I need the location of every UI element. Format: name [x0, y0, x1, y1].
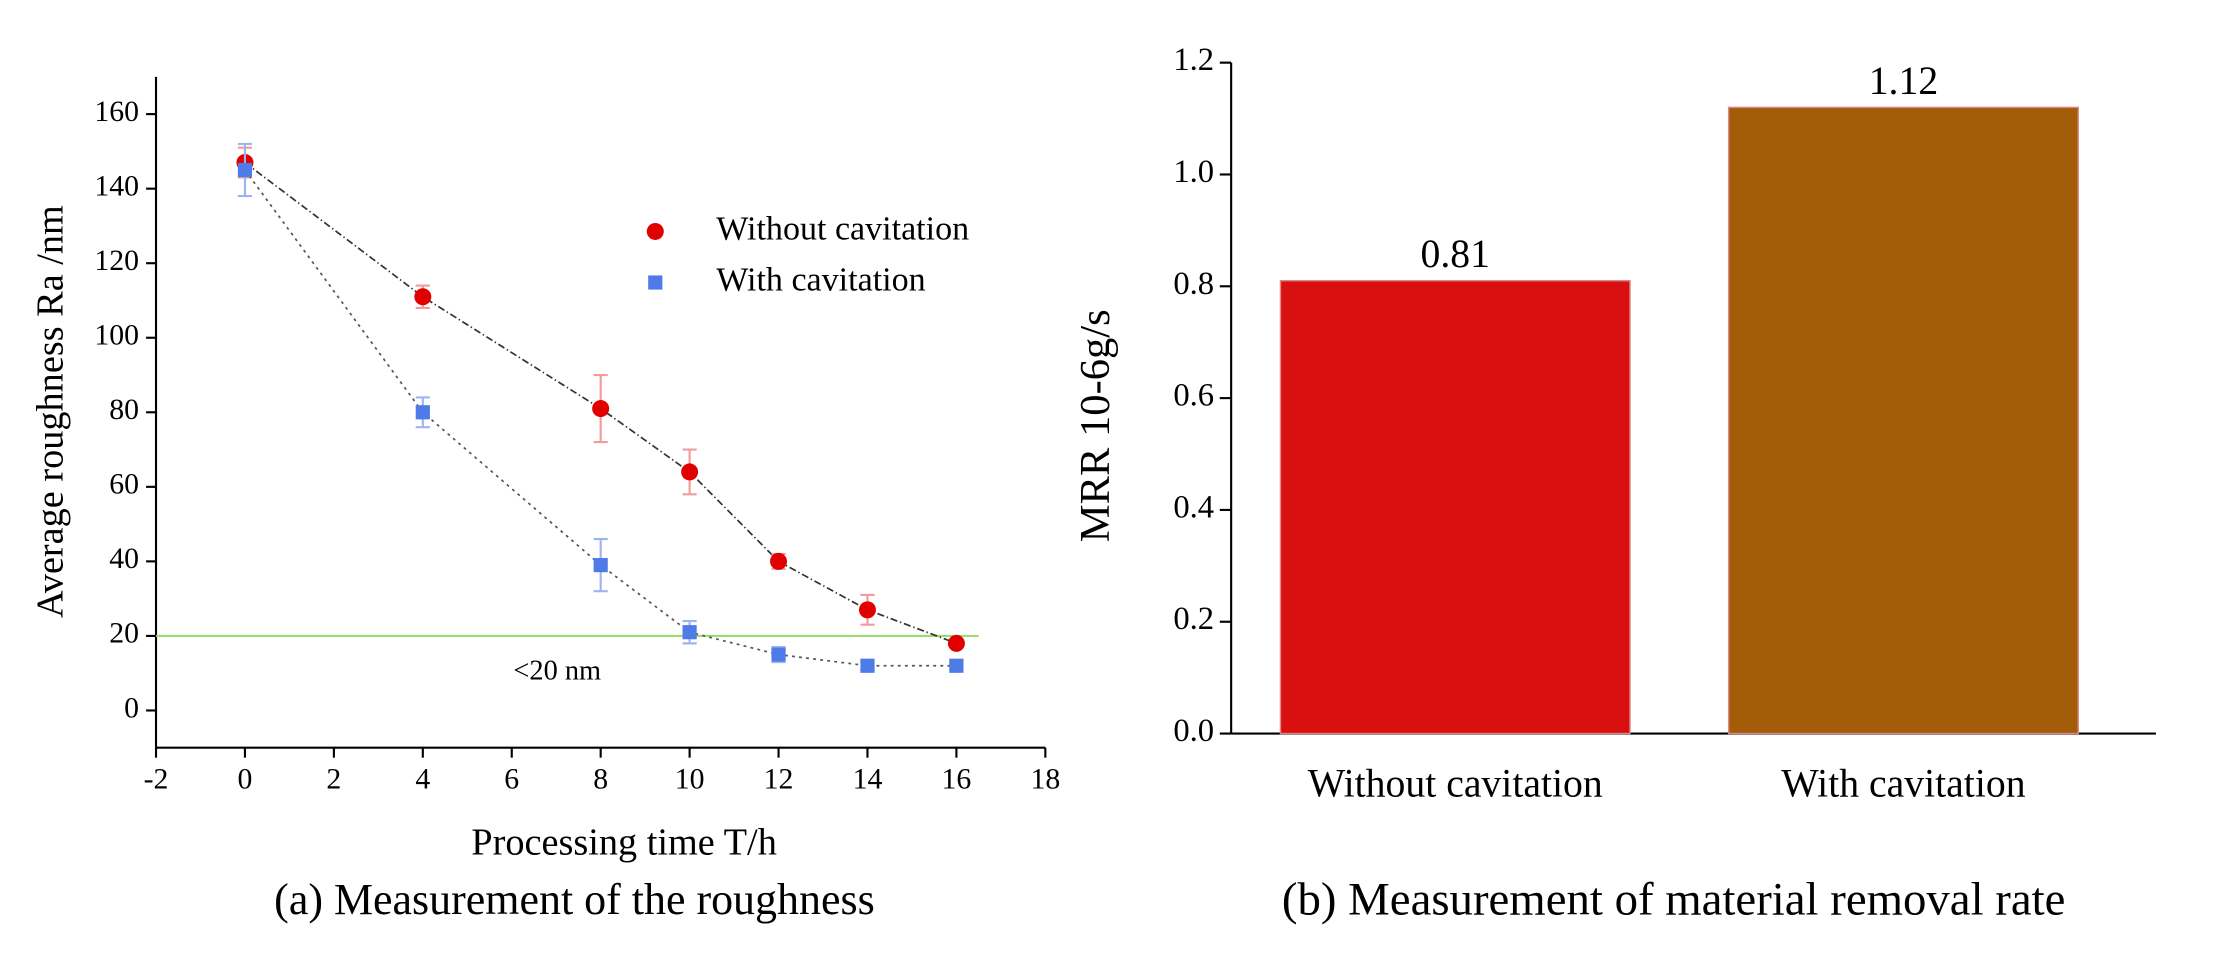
- y-tick-label: 1.2: [1173, 42, 1214, 78]
- x-tick-label: 6: [504, 763, 519, 796]
- x-tick-label: 10: [675, 763, 705, 796]
- value-label: 0.81: [1421, 232, 1490, 276]
- y-tick-label: 40: [109, 542, 139, 575]
- x-tick-label: 4: [415, 763, 430, 796]
- y-tick-label: 120: [94, 244, 139, 277]
- y-tick-label: 0.8: [1173, 266, 1214, 302]
- x-tick-label: 2: [326, 763, 341, 796]
- x-axis-label: Processing time T/h: [471, 821, 777, 863]
- x-tick-label: 18: [1030, 763, 1060, 796]
- x-tick-label: With cavitation: [1781, 762, 2025, 806]
- y-tick-label: 0.4: [1173, 489, 1214, 525]
- x-tick-label: 12: [764, 763, 794, 796]
- legend-marker: [648, 275, 663, 290]
- bar: [1727, 106, 2079, 735]
- y-tick-label: 0.2: [1173, 601, 1214, 637]
- chart-title: (b) Measurement of material removal rate: [1282, 873, 2065, 925]
- legend-label: Without cavitation: [716, 210, 969, 247]
- y-tick-label: 140: [94, 169, 139, 202]
- bar: [1279, 279, 1631, 735]
- y-tick-label: 0: [124, 691, 139, 724]
- point: [592, 400, 610, 418]
- y-tick-label: 1.0: [1173, 154, 1214, 190]
- point: [771, 647, 786, 662]
- x-tick-label: -2: [144, 763, 169, 796]
- y-tick-label: 0.0: [1173, 713, 1214, 749]
- y-axis-label: Average roughness Ra /nm: [30, 205, 72, 618]
- point: [415, 405, 430, 420]
- point: [770, 552, 788, 570]
- x-tick-label: 14: [853, 763, 883, 796]
- y-tick-label: 100: [94, 319, 139, 352]
- legend-label: With cavitation: [716, 261, 925, 298]
- point: [414, 288, 432, 306]
- y-axis-label: MRR 10-6g/s: [1072, 309, 1119, 542]
- point: [949, 658, 964, 673]
- x-tick-label: 8: [593, 763, 608, 796]
- value-label: 1.12: [1869, 59, 1938, 103]
- y-tick-label: 160: [94, 95, 139, 128]
- x-tick-label: 16: [942, 763, 972, 796]
- legend-marker: [646, 222, 664, 240]
- y-tick-label: 0.6: [1173, 378, 1214, 414]
- point: [860, 658, 875, 673]
- y-tick-label: 60: [109, 468, 139, 501]
- point: [682, 625, 697, 640]
- y-tick-label: 80: [109, 393, 139, 426]
- y-tick-label: 20: [109, 617, 139, 650]
- point: [858, 601, 876, 619]
- x-tick-label: 0: [238, 763, 253, 796]
- reference-label: <20 nm: [513, 655, 601, 686]
- chart-title: (a) Measurement of the roughness: [274, 875, 874, 924]
- point: [593, 558, 608, 573]
- point: [947, 634, 965, 652]
- point: [681, 463, 699, 481]
- x-tick-label: Without cavitation: [1308, 762, 1603, 806]
- point: [237, 162, 253, 178]
